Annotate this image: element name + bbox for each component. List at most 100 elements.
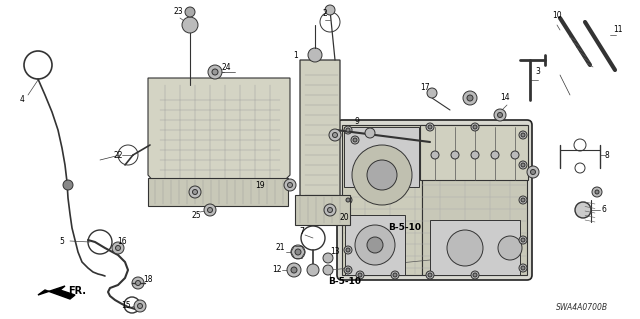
Circle shape — [287, 182, 292, 188]
Circle shape — [519, 161, 527, 169]
Text: 22: 22 — [113, 151, 123, 160]
Circle shape — [138, 303, 143, 308]
Circle shape — [323, 265, 333, 275]
Text: 9: 9 — [355, 117, 360, 127]
FancyBboxPatch shape — [337, 120, 532, 280]
Circle shape — [112, 242, 124, 254]
Text: 3: 3 — [536, 68, 540, 77]
Circle shape — [427, 88, 437, 98]
Circle shape — [531, 169, 536, 174]
Circle shape — [451, 151, 459, 159]
Text: 21: 21 — [275, 243, 285, 253]
Circle shape — [463, 91, 477, 105]
Circle shape — [471, 271, 479, 279]
Bar — [148, 178, 288, 206]
Circle shape — [471, 151, 479, 159]
Circle shape — [473, 125, 477, 129]
Circle shape — [491, 151, 499, 159]
Circle shape — [519, 196, 527, 204]
Circle shape — [352, 145, 412, 205]
Circle shape — [367, 160, 397, 190]
Text: B-5-10: B-5-10 — [328, 278, 361, 286]
Circle shape — [521, 238, 525, 242]
Circle shape — [328, 207, 333, 212]
Circle shape — [519, 131, 527, 139]
Text: 11: 11 — [613, 26, 623, 34]
Circle shape — [346, 268, 350, 272]
Bar — [342, 125, 422, 275]
Text: 14: 14 — [500, 93, 510, 102]
Text: 24: 24 — [221, 63, 231, 72]
Text: 6: 6 — [602, 205, 607, 214]
Circle shape — [426, 123, 434, 131]
Text: 20: 20 — [339, 213, 349, 222]
Bar — [430, 220, 520, 275]
Circle shape — [519, 264, 527, 272]
Circle shape — [595, 190, 599, 194]
Circle shape — [63, 180, 73, 190]
Circle shape — [291, 267, 297, 273]
Circle shape — [575, 202, 591, 218]
Circle shape — [323, 253, 333, 263]
Circle shape — [346, 128, 350, 132]
Circle shape — [428, 273, 432, 277]
Text: 16: 16 — [117, 238, 127, 247]
Circle shape — [204, 204, 216, 216]
Circle shape — [358, 273, 362, 277]
Circle shape — [521, 266, 525, 270]
Text: B-5-10: B-5-10 — [388, 224, 421, 233]
Circle shape — [393, 273, 397, 277]
Circle shape — [308, 48, 322, 62]
Circle shape — [521, 163, 525, 167]
Polygon shape — [38, 286, 75, 299]
Circle shape — [351, 136, 359, 144]
Circle shape — [521, 198, 525, 202]
Bar — [345, 215, 405, 275]
Circle shape — [324, 204, 336, 216]
Circle shape — [428, 125, 432, 129]
Circle shape — [307, 264, 319, 276]
Circle shape — [391, 271, 399, 279]
Circle shape — [346, 198, 350, 202]
Circle shape — [467, 95, 473, 101]
Circle shape — [447, 230, 483, 266]
Circle shape — [325, 5, 335, 15]
Circle shape — [115, 246, 120, 250]
Circle shape — [431, 151, 439, 159]
Text: SWA4A0700B: SWA4A0700B — [556, 303, 608, 313]
Circle shape — [355, 225, 395, 265]
Text: 18: 18 — [143, 276, 153, 285]
Circle shape — [344, 126, 352, 134]
Circle shape — [471, 123, 479, 131]
Text: 10: 10 — [552, 11, 562, 19]
Circle shape — [132, 277, 144, 289]
Circle shape — [212, 69, 218, 75]
Circle shape — [365, 128, 375, 138]
Bar — [422, 125, 527, 275]
Circle shape — [284, 179, 296, 191]
Circle shape — [189, 186, 201, 198]
Text: 12: 12 — [272, 265, 282, 275]
Circle shape — [136, 280, 141, 286]
Circle shape — [333, 132, 337, 137]
Circle shape — [346, 248, 350, 252]
Circle shape — [134, 300, 146, 312]
Polygon shape — [300, 60, 340, 220]
Circle shape — [207, 207, 212, 212]
Bar — [295, 195, 350, 225]
Circle shape — [185, 7, 195, 17]
Text: 8: 8 — [605, 151, 609, 160]
Text: 4: 4 — [20, 95, 24, 105]
Circle shape — [329, 129, 341, 141]
Text: 23: 23 — [173, 8, 183, 17]
Circle shape — [287, 263, 301, 277]
Circle shape — [182, 17, 198, 33]
Circle shape — [295, 249, 301, 255]
Text: 2: 2 — [323, 9, 328, 18]
Circle shape — [344, 246, 352, 254]
Circle shape — [367, 237, 383, 253]
Circle shape — [193, 189, 198, 195]
Circle shape — [473, 273, 477, 277]
Text: 13: 13 — [330, 248, 340, 256]
Text: 19: 19 — [255, 181, 265, 189]
